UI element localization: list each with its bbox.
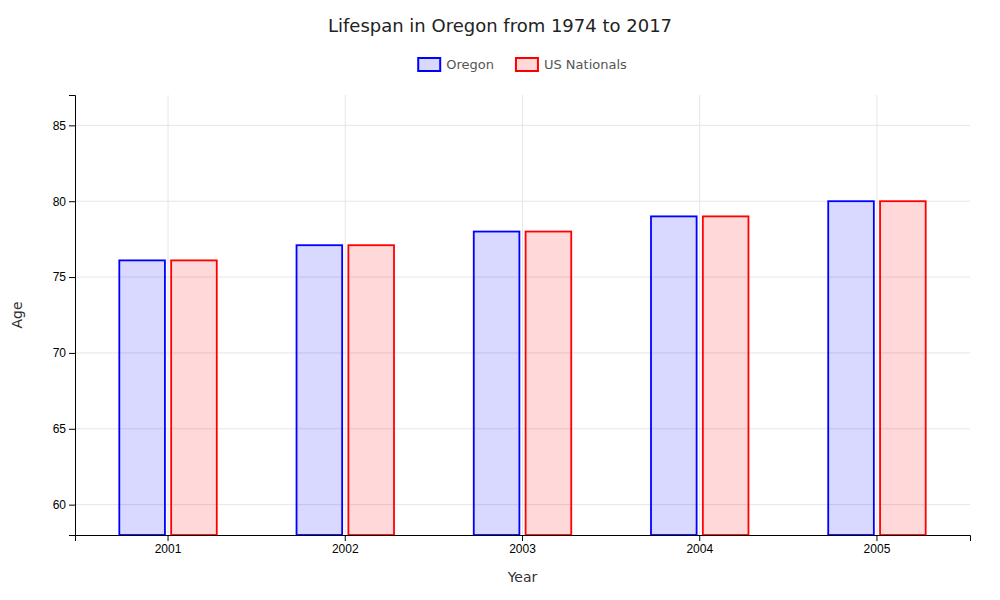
tick: 2003 (509, 535, 536, 556)
tick: 85 (53, 119, 75, 133)
tick-label: 2004 (686, 542, 713, 556)
tick-label: 85 (53, 119, 67, 133)
tick: 65 (53, 422, 75, 436)
chart-title: Lifespan in Oregon from 1974 to 2017 (328, 15, 672, 36)
bar (828, 201, 874, 535)
bar (119, 260, 165, 535)
grid-line (168, 95, 169, 535)
bar (526, 232, 572, 535)
grid-line (522, 95, 523, 535)
y-axis: 60 65 70 75 80 85 (53, 96, 76, 536)
tick: 60 (53, 498, 75, 512)
bar (171, 260, 217, 535)
bar (348, 245, 394, 535)
x-axis: 2001 2002 2003 2004 2005 (76, 535, 971, 556)
tick-mark (69, 277, 75, 278)
tick-label: 2001 (155, 542, 182, 556)
legend: Oregon US Nationals (418, 57, 627, 72)
tick: 80 (53, 195, 75, 209)
plot-area: 2001 2002 2003 2004 2005 60 65 70 75 80 85 (53, 95, 971, 556)
tick-mark (69, 429, 75, 430)
tick: 70 (53, 346, 75, 360)
bar (474, 232, 520, 535)
legend-label: Oregon (446, 57, 494, 72)
tick-label: 65 (53, 422, 67, 436)
legend-swatch (418, 58, 440, 71)
tick-mark (69, 125, 75, 126)
bar (703, 216, 749, 535)
bar-series (171, 201, 926, 535)
tick-mark (699, 535, 700, 541)
axis-line (76, 536, 971, 542)
tick: 2002 (332, 535, 359, 556)
tick-mark (345, 535, 346, 541)
bar (651, 216, 697, 535)
tick-mark (69, 201, 75, 202)
bar-series (119, 201, 874, 535)
legend-item: US Nationals (516, 57, 627, 72)
tick-mark (168, 535, 169, 541)
tick-mark (69, 505, 75, 506)
legend-swatch (516, 58, 538, 71)
tick-label: 60 (53, 498, 67, 512)
axis-line (69, 96, 76, 536)
bars (119, 201, 925, 535)
grid-line (345, 95, 346, 535)
tick-label: 70 (53, 346, 67, 360)
tick-label: 80 (53, 195, 67, 209)
bar (297, 245, 343, 535)
grid (75, 95, 970, 535)
tick-label: 2005 (864, 542, 891, 556)
tick: 75 (53, 270, 75, 284)
x-axis-title: Year (507, 569, 538, 585)
tick: 2005 (864, 535, 891, 556)
tick-mark (69, 353, 75, 354)
grid-line (876, 95, 877, 535)
tick: 2001 (155, 535, 182, 556)
tick-label: 2002 (332, 542, 359, 556)
bar (880, 201, 926, 535)
y-axis-title: Age (9, 301, 25, 328)
grid-line (699, 95, 700, 535)
legend-item: Oregon (418, 57, 494, 72)
tick: 2004 (686, 535, 713, 556)
chart: 2001 2002 2003 2004 2005 60 65 70 75 80 85 Year Age L… (0, 0, 1000, 600)
tick-label: 75 (53, 270, 67, 284)
tick-label: 2003 (509, 542, 536, 556)
legend-label: US Nationals (544, 57, 627, 72)
tick-mark (522, 535, 523, 541)
tick-mark (876, 535, 877, 541)
